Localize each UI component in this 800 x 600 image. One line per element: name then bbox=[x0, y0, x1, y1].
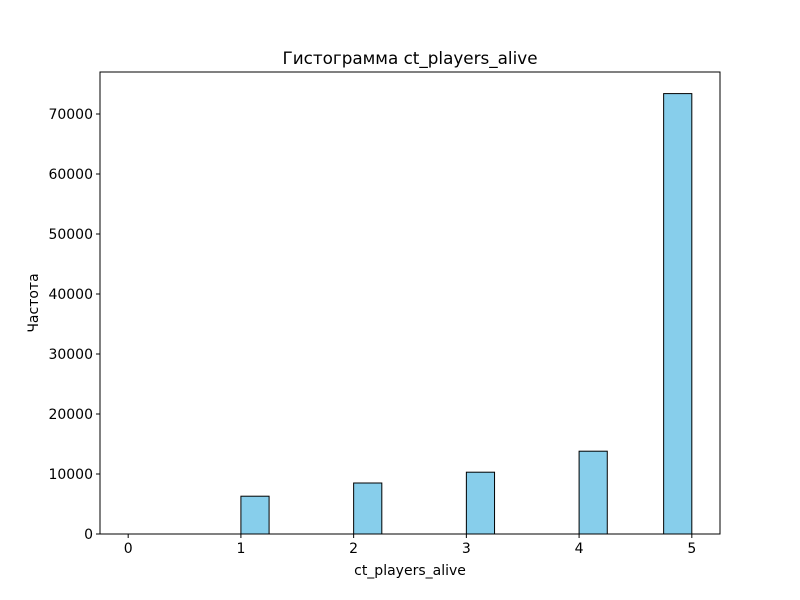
y-tick-label-2: 20000 bbox=[48, 407, 93, 423]
y-axis-ticks: 0 10000 20000 30000 40000 50000 60000 70000 bbox=[48, 107, 100, 543]
x-axis-ticks: 0 1 2 3 4 5 bbox=[124, 534, 696, 557]
x-tick-label-5: 5 bbox=[687, 541, 696, 557]
y-tick-label-6: 60000 bbox=[48, 167, 93, 183]
histogram-bar-4 bbox=[578, 450, 608, 535]
chart-title: Гистограмма ct_players_alive bbox=[282, 48, 537, 69]
x-tick-label-0: 0 bbox=[124, 541, 133, 557]
histogram-bar-5 bbox=[663, 93, 693, 535]
y-tick-label-3: 30000 bbox=[48, 347, 93, 363]
histogram-bar-1 bbox=[240, 495, 270, 535]
y-tick-label-5: 50000 bbox=[48, 227, 93, 243]
y-tick-label-0: 0 bbox=[84, 527, 93, 543]
histogram-bar-2 bbox=[353, 482, 383, 535]
bars-group bbox=[240, 93, 693, 535]
y-tick-label-1: 10000 bbox=[48, 467, 93, 483]
x-tick-label-2: 2 bbox=[349, 541, 358, 557]
x-tick-label-4: 4 bbox=[575, 541, 584, 557]
plot-frame bbox=[99, 71, 721, 535]
x-axis-label: ct_players_alive bbox=[354, 563, 466, 579]
y-axis-label: Частота bbox=[26, 273, 42, 332]
histogram-bar-3 bbox=[465, 471, 496, 535]
x-tick-label-3: 3 bbox=[462, 541, 471, 557]
y-tick-label-7: 70000 bbox=[48, 107, 93, 123]
x-tick-label-1: 1 bbox=[236, 541, 245, 557]
y-tick-label-4: 40000 bbox=[48, 287, 93, 303]
